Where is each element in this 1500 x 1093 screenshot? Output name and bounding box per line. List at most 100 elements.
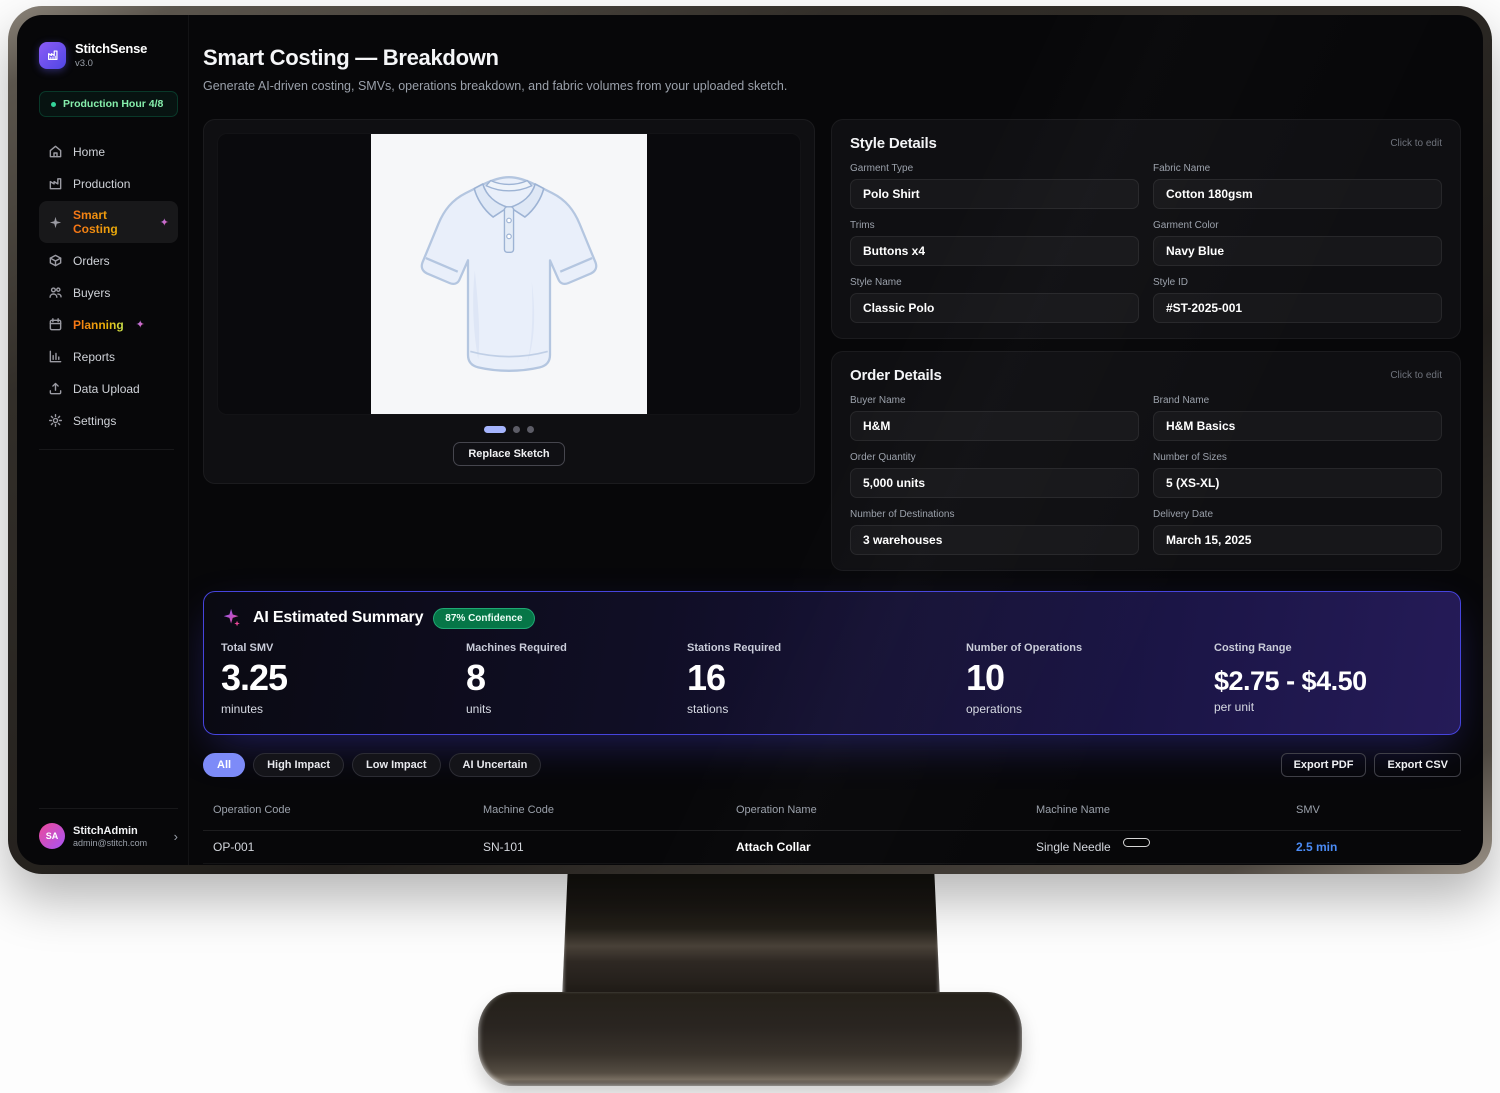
field-garment-type: Garment Type Polo Shirt	[850, 163, 1139, 209]
sidebar-item-planning[interactable]: Planning ✦	[39, 310, 178, 339]
table-row: OP-002 OL-202 Join Shoulders Overlock 1.…	[203, 864, 1461, 865]
monitor-stand-base	[478, 992, 1022, 1086]
delivery-date-input[interactable]: March 15, 2025	[1153, 525, 1442, 555]
user-name: StitchAdmin	[73, 824, 138, 837]
sparkle-icon: ✦	[159, 216, 169, 229]
data-upload-icon	[49, 382, 62, 395]
sidebar-item-orders[interactable]: Orders	[39, 246, 178, 275]
filter-chip-low-impact[interactable]: Low Impact	[352, 752, 441, 777]
sidebar: StitchSense v3.0 Production Hour 4/8 Hom…	[17, 15, 189, 865]
sidebar-divider	[39, 449, 174, 450]
field-delivery-date: Delivery Date March 15, 2025	[1153, 509, 1442, 555]
reports-icon	[49, 350, 62, 363]
sidebar-item-reports[interactable]: Reports	[39, 342, 178, 371]
sidebar-item-home[interactable]: Home	[39, 137, 178, 166]
operations-table: Operation Code Machine Code Operation Na…	[203, 791, 1461, 865]
field-number-of-sizes: Number of Sizes 5 (XS-XL)	[1153, 452, 1442, 498]
production-hour-badge: Production Hour 4/8	[39, 91, 178, 117]
order-quantity-input[interactable]: 5,000 units	[850, 468, 1139, 498]
page-title: Smart Costing — Breakdown	[203, 45, 499, 70]
fabric-name-input[interactable]: Cotton 180gsm	[1153, 179, 1442, 209]
user-email: admin@stitch.com	[73, 837, 148, 848]
style-details-panel: Style Details Click to edit Garment Type…	[831, 119, 1461, 339]
buyers-icon	[49, 287, 62, 298]
col-machine-name: Machine Name	[1036, 804, 1110, 817]
carousel-dot[interactable]	[527, 426, 534, 433]
export-csv-button[interactable]: Export CSV	[1374, 752, 1461, 777]
sidebar-item-buyers[interactable]: Buyers	[39, 278, 178, 307]
export-pdf-button[interactable]: Export PDF	[1280, 752, 1367, 777]
carousel-dot[interactable]	[513, 426, 520, 433]
brand-name-input[interactable]: H&M Basics	[1153, 411, 1442, 441]
order-details-title: Order Details	[850, 367, 942, 384]
table-header-row: Operation Code Machine Code Operation Na…	[203, 791, 1461, 831]
sidebar-item-settings[interactable]: Settings	[39, 406, 178, 435]
home-icon	[49, 145, 62, 158]
field-buyer-name: Buyer Name H&M	[850, 395, 1139, 441]
field-style-name: Style Name Classic Polo	[850, 277, 1139, 323]
planning-icon	[49, 318, 62, 331]
style-details-edit-hint[interactable]: Click to edit	[1390, 138, 1442, 149]
monitor-bezel: StitchSense v3.0 Production Hour 4/8 Hom…	[8, 6, 1492, 874]
screen: StitchSense v3.0 Production Hour 4/8 Hom…	[17, 15, 1483, 865]
field-brand-name: Brand Name H&M Basics	[1153, 395, 1442, 441]
app-logo: StitchSense v3.0	[39, 41, 178, 69]
field-fabric-name: Fabric Name Cotton 180gsm	[1153, 163, 1442, 209]
ai-summary-title: AI Estimated Summary	[253, 609, 424, 626]
field-trims: Trims Buttons x4	[850, 220, 1139, 266]
factory-logo-icon	[39, 41, 66, 69]
field-number-of-destinations: Number of Destinations 3 warehouses	[850, 509, 1139, 555]
filter-chip-high-impact[interactable]: High Impact	[253, 752, 345, 777]
sidebar-item-production[interactable]: Production	[39, 169, 178, 198]
sketch-carousel-dots	[217, 426, 801, 433]
order-details-edit-hint[interactable]: Click to edit	[1390, 370, 1442, 381]
destinations-input[interactable]: 3 warehouses	[850, 525, 1139, 555]
user-account[interactable]: SA StitchAdmin admin@stitch.com ›	[39, 808, 178, 849]
carousel-dot[interactable]	[484, 426, 506, 433]
ai-estimated-summary-banner: AI Estimated Summary 87% Confidence Tota…	[203, 591, 1461, 735]
avatar: SA	[39, 823, 65, 849]
polo-sketch-image	[371, 134, 647, 414]
style-details-title: Style Details	[850, 135, 937, 152]
col-operation-name: Operation Name	[736, 804, 817, 817]
sketch-card: Replace Sketch	[203, 119, 815, 484]
field-garment-color: Garment Color Navy Blue	[1153, 220, 1442, 266]
settings-icon	[48, 413, 63, 428]
filter-chip-all[interactable]: All	[203, 752, 246, 777]
page-subtitle: Generate AI-driven costing, SMVs, operat…	[203, 79, 788, 93]
confidence-badge: 87% Confidence	[433, 607, 535, 629]
sidebar-nav: Home Production Smart Costing ✦ Orders	[39, 137, 178, 435]
col-operation-code: Operation Code	[213, 804, 291, 817]
number-of-sizes-input[interactable]: 5 (XS-XL)	[1153, 468, 1442, 498]
stat-stations-required: Stations Required 16 stations	[687, 642, 782, 716]
main-content: Smart Costing — Breakdown Generate AI-dr…	[189, 15, 1483, 865]
field-style-id: Style ID #ST-2025-001	[1153, 277, 1442, 323]
order-details-panel: Order Details Click to edit Buyer Name H&…	[831, 351, 1461, 571]
filter-chip-ai-uncertain[interactable]: AI Uncertain	[448, 752, 542, 777]
garment-type-input[interactable]: Polo Shirt	[850, 179, 1139, 209]
sparkle-icon: ✦	[135, 319, 145, 331]
col-machine-code: Machine Code	[483, 804, 554, 817]
orders-icon	[49, 254, 62, 267]
buyer-name-input[interactable]: H&M	[850, 411, 1139, 441]
sidebar-item-smart-costing[interactable]: Smart Costing ✦	[39, 201, 178, 243]
replace-sketch-button[interactable]: Replace Sketch	[453, 442, 565, 466]
monitor-stand-neck	[562, 872, 940, 1000]
app-name: StitchSense	[75, 41, 148, 56]
filter-toolbar: All High Impact Low Impact AI Uncertain …	[203, 752, 1461, 777]
field-order-quantity: Order Quantity 5,000 units	[850, 452, 1139, 498]
ai-sparkle-icon	[223, 608, 240, 627]
trims-input[interactable]: Buttons x4	[850, 236, 1139, 266]
style-id-input[interactable]: #ST-2025-001	[1153, 293, 1442, 323]
stat-number-of-operations: Number of Operations 10 operations	[966, 642, 1083, 716]
style-name-input[interactable]: Classic Polo	[850, 293, 1139, 323]
table-row: OP-001 SN-101 Attach Collar Single Needl…	[203, 831, 1461, 864]
garment-color-input[interactable]: Navy Blue	[1153, 236, 1442, 266]
stat-machines-required: Machines Required 8 units	[466, 642, 567, 716]
status-dot-icon	[51, 101, 56, 107]
sidebar-item-data-upload[interactable]: Data Upload	[39, 374, 178, 403]
stat-costing-range: Costing Range $2.75 - $4.50 per unit	[1214, 642, 1367, 715]
polo-shirt-illustration	[420, 176, 598, 372]
production-icon	[49, 178, 62, 190]
chevron-right-icon: ›	[173, 828, 178, 844]
